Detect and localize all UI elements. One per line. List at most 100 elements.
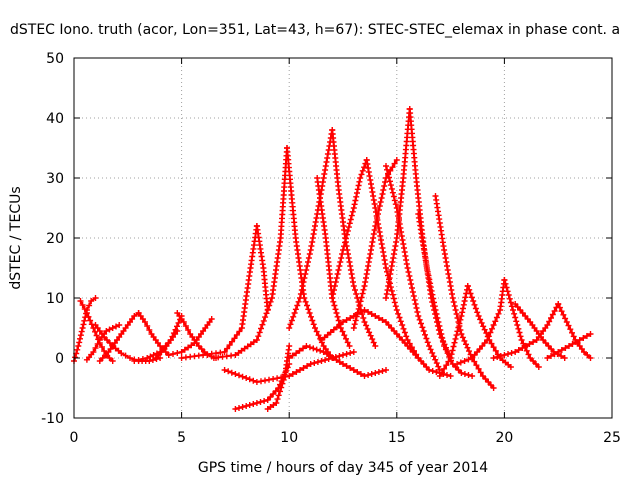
data-point (258, 325, 264, 332)
data-point (72, 354, 79, 361)
data-point (393, 157, 400, 163)
data-point (296, 347, 303, 354)
data-point (454, 361, 461, 367)
data-point (430, 353, 437, 360)
data-point (566, 343, 572, 349)
data-point (75, 343, 82, 349)
data-point (106, 355, 113, 361)
data-point (320, 349, 327, 355)
data-point (311, 360, 318, 366)
data-point (353, 193, 360, 200)
data-point (581, 349, 587, 355)
data-point (104, 337, 110, 343)
data-point (487, 329, 494, 336)
data-point (362, 279, 369, 285)
data-point (144, 323, 151, 329)
data-point (530, 339, 537, 345)
data-point (442, 346, 449, 353)
data-point (373, 219, 380, 225)
data-point (514, 322, 521, 328)
data-point (122, 352, 129, 359)
data-point (384, 166, 390, 173)
data-point (330, 298, 337, 305)
data-point (83, 310, 90, 316)
data-point (303, 343, 310, 349)
data-point (409, 289, 416, 295)
data-point (338, 255, 345, 261)
data-point (383, 367, 389, 373)
data-point (331, 287, 337, 293)
data-point (257, 399, 264, 405)
data-point (454, 328, 461, 335)
data-point (347, 315, 354, 321)
data-point (569, 329, 575, 336)
data-point (450, 343, 457, 350)
data-point (386, 174, 392, 181)
data-point (576, 337, 583, 343)
data-point (350, 283, 357, 289)
data-point (101, 334, 108, 340)
data-point (440, 339, 447, 345)
data-point (488, 340, 495, 347)
data-point (304, 263, 311, 269)
data-point (385, 170, 391, 177)
data-point (375, 211, 381, 217)
data-point (263, 310, 270, 317)
data-point (295, 298, 302, 305)
data-point (587, 355, 594, 361)
data-point (485, 333, 492, 340)
data-point (181, 346, 188, 353)
data-point (409, 285, 415, 291)
data-point (101, 348, 108, 354)
data-point (355, 182, 362, 189)
data-point (180, 319, 187, 325)
data-point (428, 287, 435, 294)
data-point (389, 291, 396, 298)
series-24 (406, 106, 454, 361)
data-point (364, 325, 371, 332)
data-point (420, 328, 427, 334)
data-point (461, 298, 468, 304)
data-point (282, 373, 289, 380)
data-point (310, 321, 317, 328)
data-point (466, 286, 473, 293)
data-point (544, 355, 551, 361)
data-point (146, 327, 153, 333)
data-point (365, 309, 372, 315)
data-point (388, 287, 395, 294)
data-point (109, 358, 116, 364)
data-point (292, 306, 299, 313)
data-point (502, 280, 509, 287)
data-point (368, 311, 375, 317)
data-point (347, 216, 354, 223)
data-point (470, 298, 477, 304)
data-point (460, 305, 466, 312)
data-point (370, 339, 377, 346)
data-point (546, 318, 553, 325)
y-tick-label: 0 (55, 351, 64, 367)
data-point (303, 267, 310, 273)
data-point (246, 402, 253, 408)
data-point (493, 314, 500, 321)
data-point (74, 346, 81, 353)
data-point (387, 182, 394, 189)
x-tick-label: 15 (388, 430, 406, 446)
data-point (302, 298, 309, 305)
data-point (106, 340, 113, 346)
data-point (232, 371, 239, 377)
data-point (430, 295, 437, 302)
x-tick-label: 0 (70, 430, 79, 446)
data-point (170, 351, 176, 357)
data-point (403, 333, 410, 340)
data-point (555, 349, 562, 355)
data-point (426, 367, 433, 373)
data-point (522, 343, 529, 349)
data-point (497, 353, 504, 359)
data-point (250, 377, 257, 384)
data-point (475, 365, 482, 372)
data-point (260, 317, 267, 324)
data-point (379, 368, 386, 374)
data-point (135, 357, 142, 363)
data-point (92, 328, 98, 335)
